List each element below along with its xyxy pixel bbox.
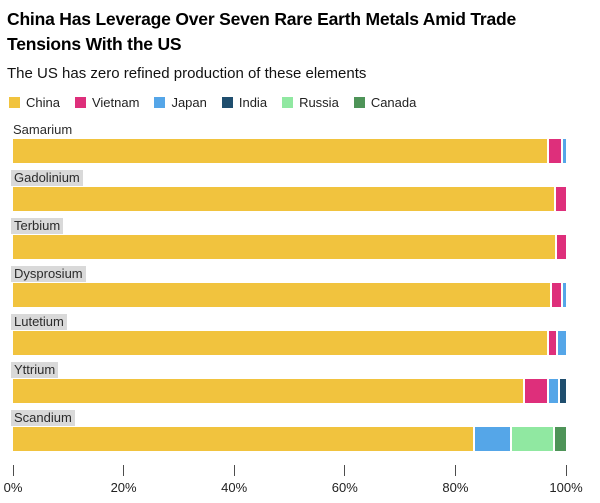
legend-item-china: China	[9, 95, 60, 110]
stacked-bar	[13, 427, 566, 451]
stacked-bar	[13, 331, 566, 355]
axis-tick-mark	[123, 465, 125, 476]
stacked-bar	[13, 139, 566, 163]
bar-segment-japan	[474, 427, 511, 451]
axis-tick-mark	[344, 465, 346, 476]
bar-segment-china	[13, 187, 555, 211]
legend-item-canada: Canada	[353, 95, 417, 110]
chart-row-scandium: Scandium	[11, 409, 566, 457]
axis-tick-label: 0%	[3, 480, 23, 495]
axis-tick-mark	[233, 465, 235, 476]
legend-label: China	[26, 95, 60, 110]
stacked-bar-chart: Samarium Gadolinium Terbium Dysprosium Lutet…	[11, 121, 567, 457]
category-label: Terbium	[11, 218, 64, 234]
axis-tick-mark	[454, 465, 456, 476]
chart-title: China Has Leverage Over Seven Rare Earth…	[7, 9, 517, 54]
bar-segment-china	[13, 283, 551, 307]
bar-segment-china	[13, 331, 547, 355]
stacked-bar	[13, 379, 567, 403]
axis-tick-label: 100%	[549, 480, 583, 495]
category-label: Yttrium	[11, 362, 59, 378]
legend-swatch-icon	[74, 97, 86, 108]
legend-item-japan: Japan	[154, 95, 207, 110]
stacked-bar	[13, 187, 566, 211]
bar-segment-vietnam	[557, 235, 566, 259]
legend-swatch-icon	[221, 97, 233, 108]
bar-segment-india	[560, 379, 567, 403]
bar-segment-vietnam	[525, 379, 548, 403]
legend-label: India	[238, 95, 268, 110]
chart-row-samarium: Samarium	[13, 121, 566, 169]
chart-header: China Has Leverage Over Seven Rare Earth…	[0, 7, 600, 82]
axis-tick-label: 80%	[442, 480, 469, 495]
bar-segment-japan	[562, 283, 566, 307]
category-label: Dysprosium	[11, 266, 86, 282]
bar-segment-vietnam	[556, 187, 566, 211]
legend-item-india: India	[221, 95, 268, 110]
chart-row-dysprosium: Dysprosium	[11, 265, 566, 313]
bar-segment-china	[13, 235, 556, 259]
x-axis: 0% 20% 40% 60% 80% 100%	[4, 465, 583, 499]
legend-label: Vietnam	[91, 95, 140, 110]
bar-segment-japan	[562, 139, 566, 163]
chart-subtitle: The US has zero refined production of th…	[7, 65, 367, 82]
legend-label: Japan	[171, 95, 207, 110]
category-label: Scandium	[11, 410, 75, 426]
axis-tick-mark	[565, 465, 567, 476]
bar-segment-japan	[557, 331, 566, 355]
legend-swatch-icon	[154, 97, 166, 108]
bar-segment-russia	[512, 427, 554, 451]
axis-tick-label: 60%	[331, 480, 358, 495]
chart-row-terbium: Terbium	[11, 217, 566, 265]
bar-segment-china	[13, 379, 524, 403]
stacked-bar	[13, 283, 566, 307]
axis-tick-mark	[12, 465, 14, 476]
legend-swatch-icon	[353, 97, 365, 108]
bar-segment-vietnam	[552, 283, 561, 307]
category-label: Gadolinium	[11, 170, 83, 186]
chart-row-yttrium: Yttrium	[11, 361, 567, 409]
legend-item-russia: Russia	[282, 95, 339, 110]
bar-segment-vietnam	[548, 139, 561, 163]
legend-label: Canada	[370, 95, 417, 110]
bar-segment-canada	[555, 427, 566, 451]
bar-segment-vietnam	[548, 331, 556, 355]
legend-swatch-icon	[282, 97, 294, 108]
legend-label: Russia	[299, 95, 339, 110]
chart-legend: China Vietnam Japan India Russia Canada	[9, 95, 600, 110]
category-label: Lutetium	[11, 314, 67, 330]
chart-row-lutetium: Lutetium	[11, 313, 566, 361]
legend-item-vietnam: Vietnam	[74, 95, 140, 110]
axis-tick-label: 40%	[221, 480, 248, 495]
legend-swatch-icon	[9, 97, 20, 108]
stacked-bar	[13, 235, 566, 259]
bar-segment-china	[13, 139, 547, 163]
bar-segment-china	[13, 427, 473, 451]
bar-segment-japan	[549, 379, 558, 403]
category-label: Samarium	[13, 122, 73, 137]
axis-tick-label: 20%	[110, 480, 137, 495]
chart-row-gadolinium: Gadolinium	[11, 169, 566, 217]
